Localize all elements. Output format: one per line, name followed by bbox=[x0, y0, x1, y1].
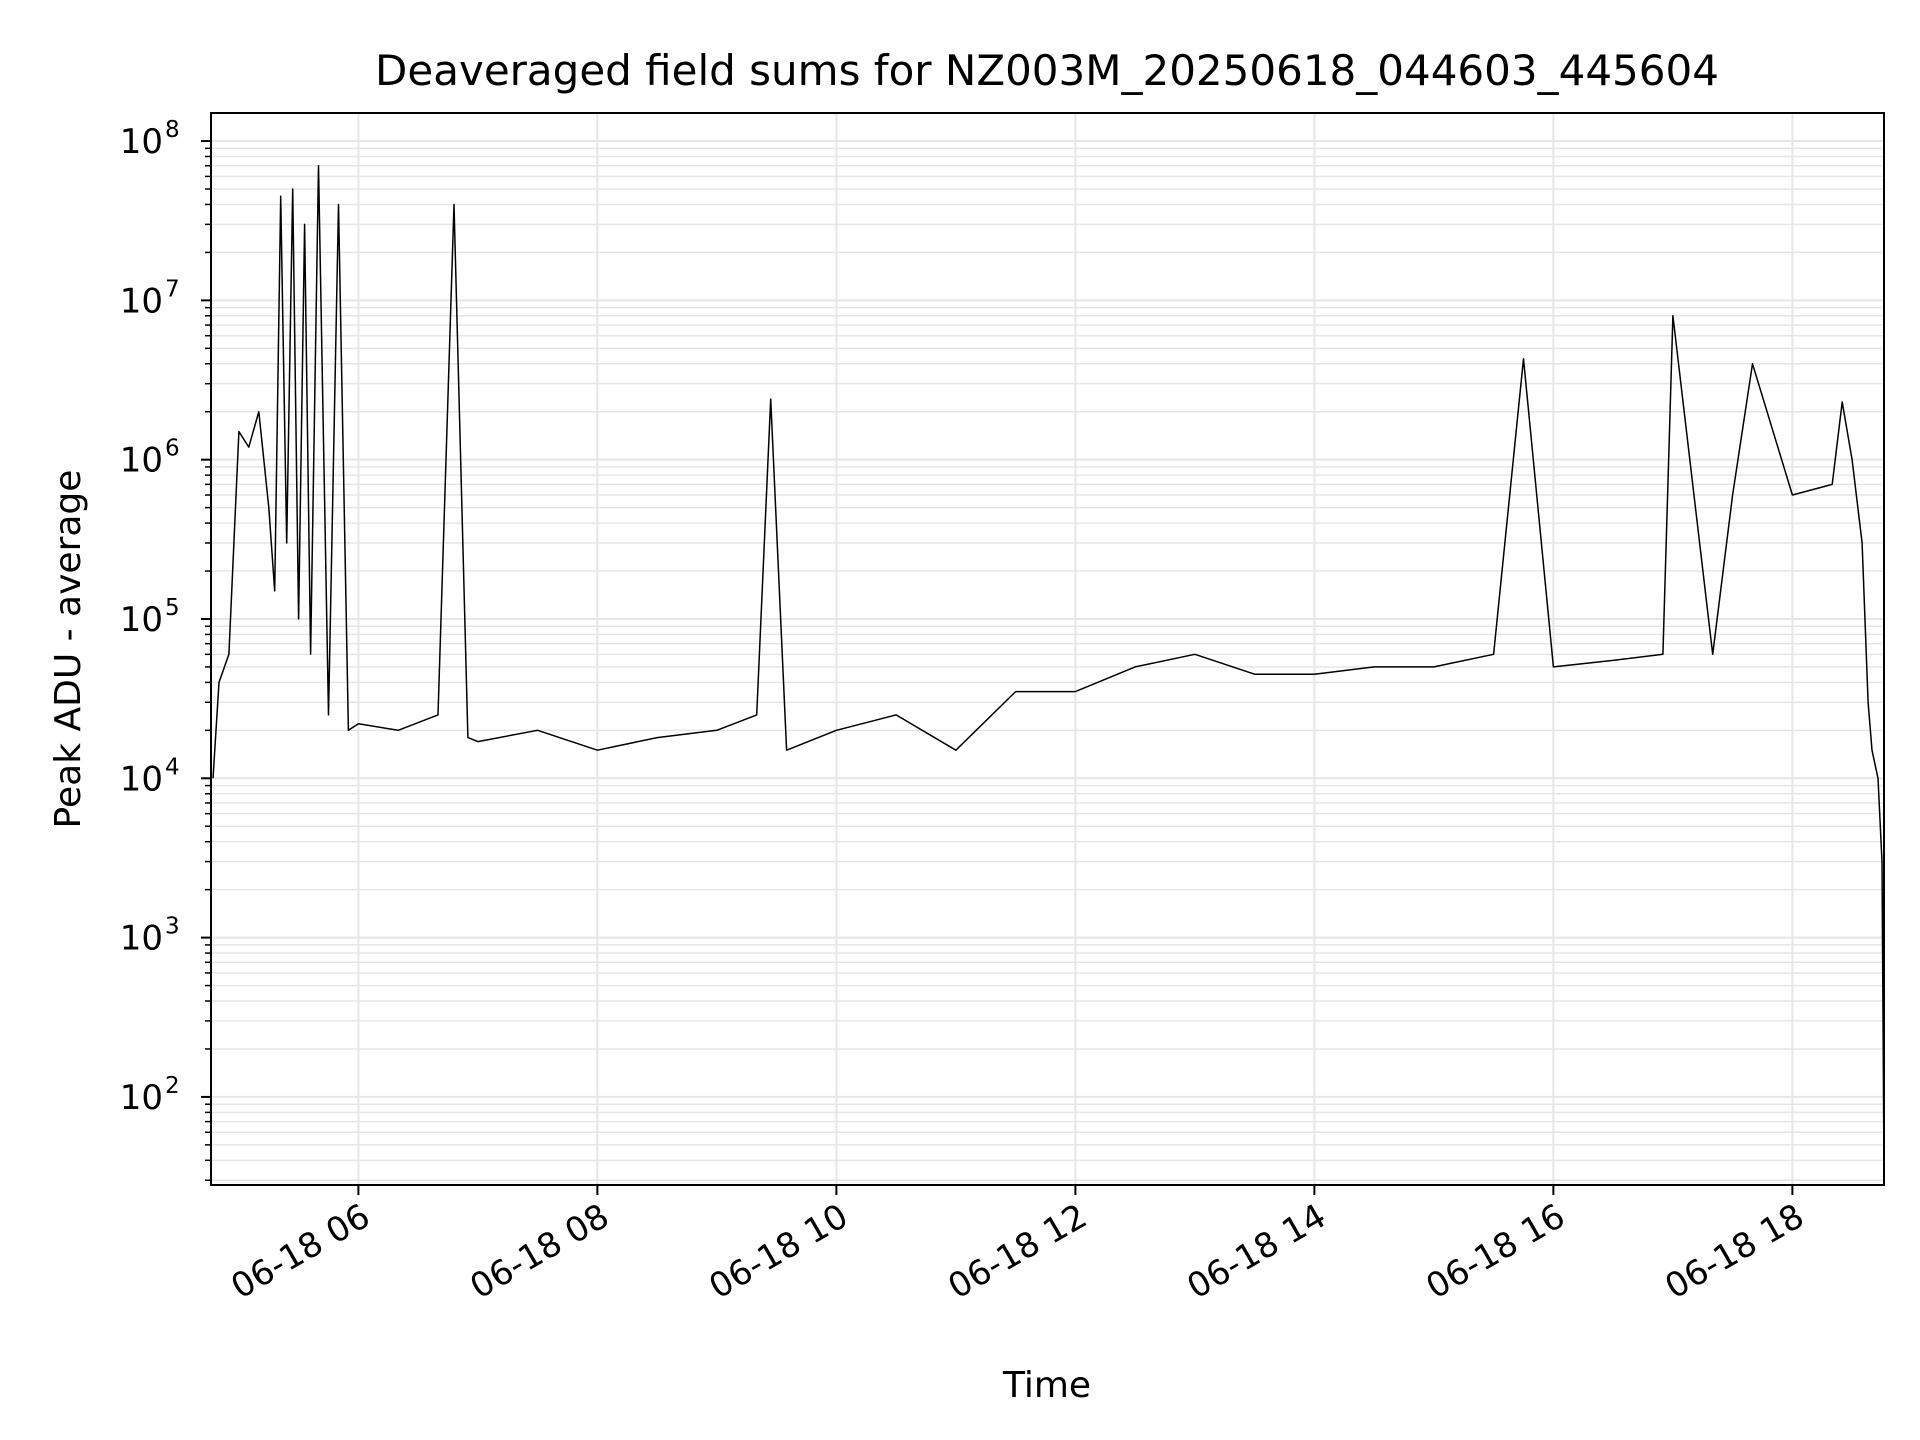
x-axis-label: Time bbox=[1002, 1365, 1091, 1406]
y-tick-label: 10 bbox=[120, 1078, 163, 1118]
y-tick-exponent: 3 bbox=[165, 914, 180, 940]
y-tick-label: 10 bbox=[120, 122, 163, 162]
y-tick-label: 10 bbox=[120, 600, 163, 640]
y-tick-label: 10 bbox=[120, 441, 163, 481]
y-tick-exponent: 2 bbox=[165, 1073, 180, 1099]
y-tick-exponent: 6 bbox=[165, 436, 180, 462]
y-tick-label: 10 bbox=[120, 759, 163, 799]
y-tick-exponent: 4 bbox=[165, 754, 180, 780]
plot-frame bbox=[210, 112, 1885, 1186]
chart-title: Deaveraged field sums for NZ003M_2025061… bbox=[375, 46, 1719, 95]
y-tick-label: 10 bbox=[120, 281, 163, 321]
line-layer bbox=[212, 164, 1885, 1170]
grid-layer bbox=[211, 113, 1884, 1185]
y-tick-exponent: 8 bbox=[165, 117, 180, 143]
y-tick-exponent: 5 bbox=[165, 595, 180, 621]
series-line bbox=[212, 164, 1885, 1170]
y-tick-label: 10 bbox=[120, 919, 163, 959]
y-tick-exponent: 7 bbox=[165, 276, 180, 302]
y-axis-label: Peak ADU - average bbox=[48, 470, 89, 829]
